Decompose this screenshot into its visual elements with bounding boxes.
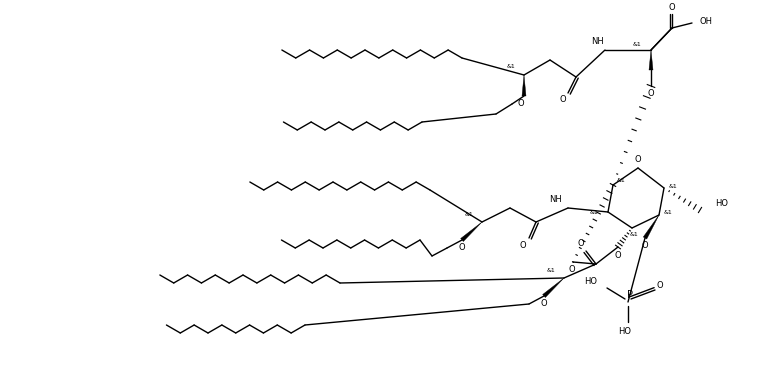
Text: NH: NH	[549, 195, 562, 205]
Text: &1: &1	[464, 212, 473, 217]
Text: O: O	[648, 88, 654, 98]
Text: O: O	[669, 3, 675, 13]
Text: &1: &1	[617, 179, 625, 184]
Text: &1: &1	[663, 210, 672, 215]
Text: &1: &1	[506, 65, 515, 70]
Polygon shape	[542, 278, 564, 298]
Text: O: O	[459, 243, 466, 253]
Polygon shape	[461, 222, 482, 242]
Polygon shape	[649, 50, 653, 70]
Text: HO: HO	[618, 328, 632, 336]
Text: O: O	[569, 265, 575, 275]
Text: OH: OH	[700, 17, 713, 25]
Polygon shape	[522, 75, 526, 96]
Text: HO: HO	[715, 199, 728, 207]
Text: O: O	[541, 300, 547, 308]
Text: NH: NH	[591, 38, 604, 46]
Text: O: O	[520, 240, 526, 250]
Text: O: O	[615, 250, 622, 260]
Text: HO: HO	[584, 278, 597, 286]
Text: &1: &1	[669, 184, 677, 189]
Text: O: O	[518, 99, 525, 108]
Text: &1: &1	[629, 232, 639, 237]
Text: O: O	[577, 240, 584, 248]
Text: &1: &1	[589, 210, 598, 215]
Text: &1: &1	[632, 41, 641, 46]
Text: O: O	[559, 96, 566, 104]
Polygon shape	[643, 215, 659, 239]
Text: O: O	[642, 240, 648, 250]
Text: &1: &1	[546, 268, 555, 273]
Text: P: P	[627, 290, 633, 300]
Text: O: O	[656, 280, 663, 290]
Text: O: O	[635, 156, 641, 164]
